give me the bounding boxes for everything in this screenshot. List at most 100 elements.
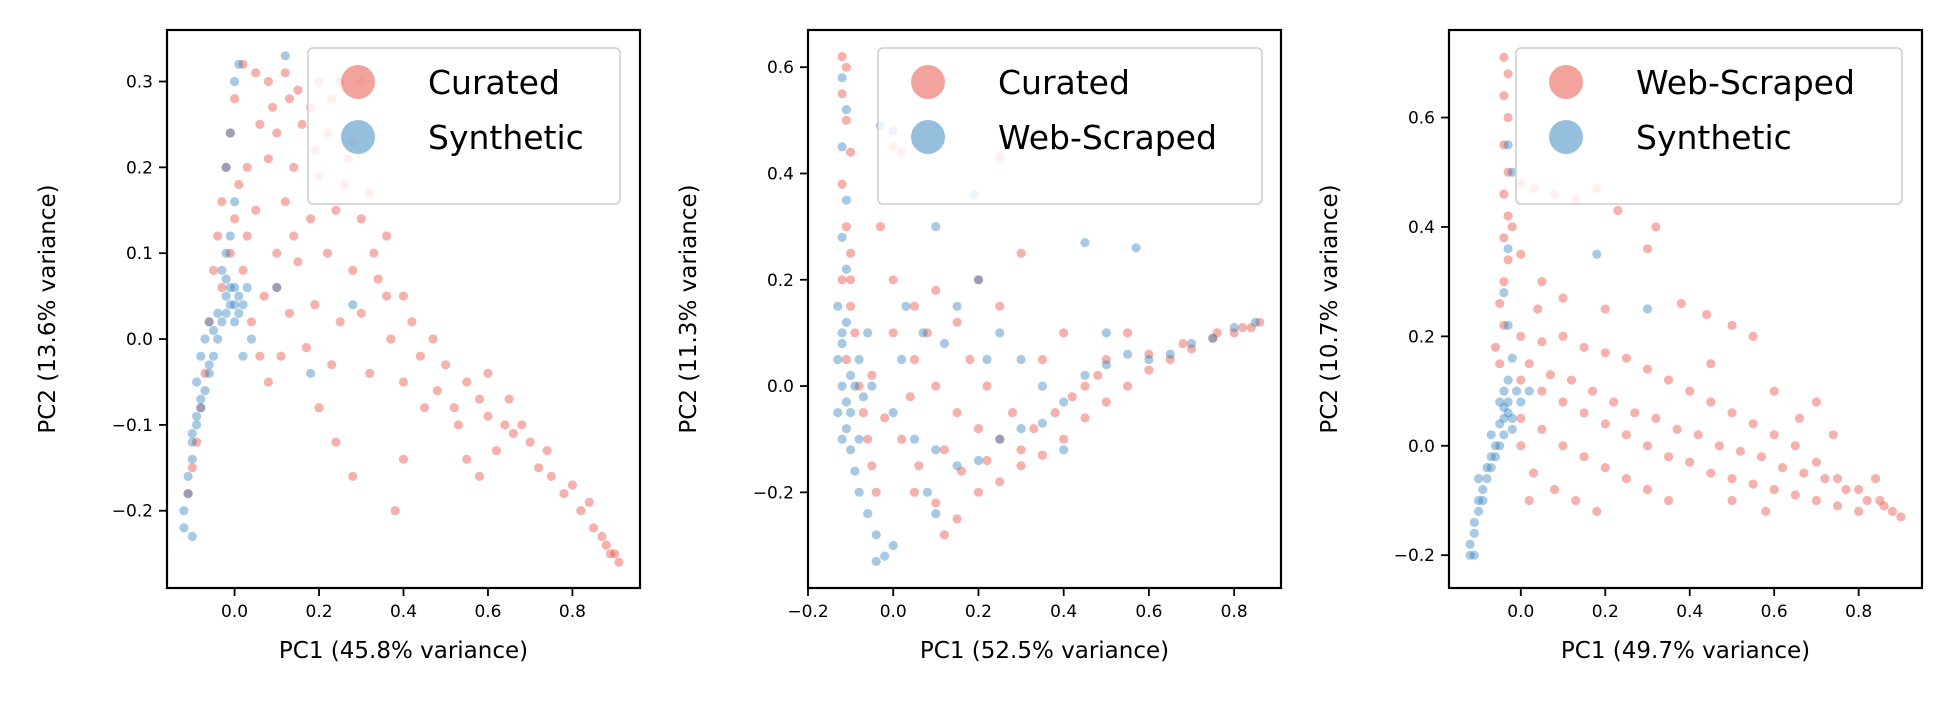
point-curated-44 xyxy=(995,477,1005,487)
x-axis-label: PC1 (49.7% variance) xyxy=(1561,638,1810,664)
point-curated-25 xyxy=(995,434,1005,444)
point-synthetic-10 xyxy=(213,334,223,344)
point-web-scraped-65 xyxy=(850,381,860,391)
point-web-scraped-33 xyxy=(1037,381,1047,391)
point-curated-0 xyxy=(238,59,248,69)
x-tick-label: 0.8 xyxy=(1221,602,1248,622)
point-web-scraped-85 xyxy=(1799,468,1809,478)
point-web-scraped-8 xyxy=(833,354,843,365)
y-tick-label: 0.2 xyxy=(126,158,153,178)
scatter-panel-1: 0.0 0.2 0.4 0.6 0.8 −0.2 −0.1 0.0 0.1 0.2 0.3 PC1 (… xyxy=(35,28,642,664)
point-web-scraped-57 xyxy=(1727,474,1737,484)
point-curated-86 xyxy=(192,437,202,447)
point-web-scraped-6 xyxy=(1499,189,1509,199)
point-synthetic-5 xyxy=(1507,424,1517,434)
point-curated-1 xyxy=(251,68,261,78)
point-curated-11 xyxy=(841,354,852,365)
point-curated-28 xyxy=(1059,434,1069,444)
point-synthetic-2 xyxy=(234,291,244,301)
point-web-scraped-37 xyxy=(1727,408,1737,418)
point-curated-48 xyxy=(462,377,472,387)
point-web-scraped-64 xyxy=(1516,413,1526,423)
point-curated-64 xyxy=(601,540,611,550)
point-web-scraped-13 xyxy=(1490,342,1501,352)
x-tick-label: 0.4 xyxy=(1676,602,1703,622)
point-curated-56 xyxy=(1037,354,1047,365)
point-web-scraped-28 xyxy=(1537,337,1547,347)
point-synthetic-16 xyxy=(187,437,197,447)
point-synthetic-14 xyxy=(1474,506,1484,516)
point-curated-74 xyxy=(213,231,223,241)
point-web-scraped-31 xyxy=(1600,348,1610,358)
point-curated-51 xyxy=(952,317,962,327)
point-web-scraped-19 xyxy=(863,508,873,519)
point-synthetic-9 xyxy=(217,317,227,327)
point-synthetic-10 xyxy=(1486,463,1496,473)
point-web-scraped-35 xyxy=(1080,370,1090,380)
legend-label-curated: Curated xyxy=(428,63,560,102)
point-web-scraped-54 xyxy=(1664,452,1674,462)
point-curated-49 xyxy=(909,301,920,311)
point-curated-94 xyxy=(272,282,282,293)
point-curated-32 xyxy=(373,274,383,284)
point-curated-105 xyxy=(504,394,514,404)
point-web-scraped-98 xyxy=(1761,506,1771,516)
point-curated-54 xyxy=(517,420,527,430)
point-curated-73 xyxy=(208,265,219,275)
point-curated-63 xyxy=(1029,424,1039,434)
point-curated-65 xyxy=(1067,392,1077,402)
point-synthetic-15 xyxy=(1469,517,1479,528)
point-synthetic-15 xyxy=(192,420,202,430)
point-synthetic-35 xyxy=(1592,249,1602,259)
point-web-scraped-56 xyxy=(867,381,877,391)
point-curated-69 xyxy=(1212,328,1222,338)
point-web-scraped-15 xyxy=(841,424,852,434)
point-curated-8 xyxy=(837,275,847,285)
point-synthetic-49 xyxy=(213,308,223,318)
x-tick-label: 0.8 xyxy=(559,602,586,622)
point-web-scraped-47 xyxy=(1516,375,1526,385)
point-web-scraped-62 xyxy=(1832,501,1843,511)
point-synthetic-28 xyxy=(1499,288,1509,298)
point-synthetic-41 xyxy=(242,282,252,293)
legend-marker-web-scraped xyxy=(1549,65,1583,99)
point-curated-58 xyxy=(474,471,485,481)
point-synthetic-20 xyxy=(179,506,189,516)
legend-box xyxy=(307,47,621,205)
legend-box xyxy=(1515,47,1903,205)
point-curated-76 xyxy=(956,466,967,476)
point-web-scraped-2 xyxy=(1499,91,1509,101)
point-curated-18 xyxy=(289,162,299,172)
point-synthetic-14 xyxy=(196,403,206,413)
point-curated-42 xyxy=(939,530,950,540)
y-axis-label: PC2 (13.6% variance) xyxy=(35,184,61,433)
point-web-scraped-40 xyxy=(1186,338,1197,349)
point-curated-59 xyxy=(1123,328,1133,338)
point-curated-45 xyxy=(1016,461,1026,471)
point-web-scraped-65 xyxy=(1537,424,1547,434)
point-web-scraped-30 xyxy=(952,301,962,311)
x-tick-label: 0.6 xyxy=(1135,602,1162,622)
point-curated-65 xyxy=(610,549,620,559)
point-synthetic-26 xyxy=(1507,353,1517,363)
point-curated-109 xyxy=(597,531,607,542)
point-synthetic-32 xyxy=(1524,386,1534,396)
point-web-scraped-55 xyxy=(1685,457,1695,467)
x-tick-label: 0.2 xyxy=(1592,602,1619,622)
point-synthetic-44 xyxy=(238,351,248,361)
point-curated-3 xyxy=(841,115,852,125)
point-web-scraped-8 xyxy=(1499,233,1509,243)
point-web-scraped-60 xyxy=(1790,490,1800,500)
point-curated-102 xyxy=(432,386,442,396)
point-curated-25 xyxy=(331,205,341,215)
point-web-scraped-14 xyxy=(837,338,847,349)
point-synthetic-27 xyxy=(1503,320,1513,330)
point-synthetic-46 xyxy=(306,368,316,378)
point-synthetic-3 xyxy=(221,308,231,318)
point-curated-79 xyxy=(204,317,214,327)
point-web-scraped-32 xyxy=(1016,354,1026,365)
point-web-scraped-9 xyxy=(1503,255,1513,265)
point-curated-28 xyxy=(272,248,282,258)
point-synthetic-36 xyxy=(1642,304,1653,314)
point-curated-71 xyxy=(922,328,932,338)
